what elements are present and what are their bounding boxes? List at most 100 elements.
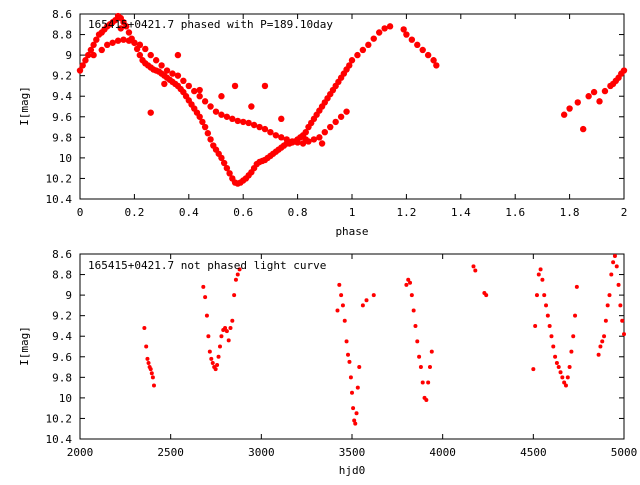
unphased-data-point: [473, 268, 478, 273]
unphased-data-point: [344, 339, 349, 344]
phased-data-point: [248, 103, 255, 110]
unphased-data-point: [360, 303, 365, 308]
phased-data-point: [256, 123, 263, 131]
unphased-data-point: [560, 375, 565, 380]
phased-data-point: [376, 29, 383, 36]
unphased-data-point: [545, 313, 550, 318]
phased-plot-frame: [79, 13, 625, 200]
phased-data-point: [596, 98, 603, 105]
unphased-data-point: [554, 360, 559, 365]
unphased-y-tick-label: 9.8: [52, 371, 72, 384]
phased-data-point: [348, 57, 356, 64]
unphased-data-point: [348, 375, 353, 380]
unphased-data-point: [364, 298, 369, 303]
phased-data-point: [354, 51, 361, 59]
unphased-data-point: [427, 365, 432, 370]
phased-data-point: [310, 136, 318, 143]
phased-data-point: [283, 136, 290, 143]
phased-data-point: [370, 35, 377, 42]
unphased-data-point: [542, 293, 547, 298]
unphased-y-tick-label: 10: [59, 392, 72, 405]
phased-x-tick-label: 0.8: [288, 206, 308, 219]
unphased-data-point: [149, 371, 154, 376]
unphased-y-tick-label: 8.8: [52, 269, 72, 282]
phased-y-axis: 8.6 8.8 9 9.2 9.4 9.6 9.8 10 10.2 10.4: [46, 8, 624, 206]
phased-data-point: [161, 80, 168, 88]
unphased-data-point: [607, 293, 612, 298]
phased-data-point: [199, 118, 206, 126]
phased-data-point: [332, 118, 339, 126]
unphased-data-point: [340, 303, 345, 308]
phased-data-point: [343, 108, 350, 115]
phased-y-tick-label: 9.6: [52, 111, 72, 124]
unphased-data-point: [151, 383, 156, 388]
unphased-x-axis-label: hjd0: [339, 464, 366, 477]
phased-y-tick-label: 8.8: [52, 29, 72, 42]
phased-data-point: [123, 23, 130, 30]
phased-data-point: [580, 125, 587, 133]
phased-data-point: [131, 39, 138, 46]
phased-data-point: [220, 159, 228, 167]
unphased-data-point: [207, 349, 212, 354]
phased-data-point: [261, 82, 269, 90]
phased-data-point: [136, 51, 144, 59]
phased-x-axis: 0 0.2 0.4 0.6 0.8 1 1.2 1.4 1.6 1.8 2: [77, 14, 628, 219]
unphased-data-point: [371, 293, 376, 298]
unphased-chart: 8.6 8.8 9 9.2 9.4 9.6 9.8 10 10.2 10.4 2000 2500 30…: [18, 248, 637, 477]
unphased-data-point: [404, 282, 409, 287]
phased-y-tick-label: 10.2: [46, 172, 73, 185]
phased-series: [76, 12, 628, 187]
unphased-x-tick-label: 2500: [157, 446, 184, 459]
unphased-data-point: [614, 264, 619, 269]
phased-data-point: [163, 67, 171, 74]
phased-data-point: [158, 62, 165, 69]
phased-data-point: [267, 128, 274, 136]
unphased-y-tick-label: 10.4: [46, 433, 73, 446]
phased-x-tick-label: 1.2: [396, 206, 416, 219]
unphased-data-point: [603, 318, 608, 323]
phased-data-point: [574, 99, 581, 106]
phased-data-point: [316, 134, 323, 141]
phased-x-tick-label: 2: [621, 206, 628, 219]
phased-data-point: [430, 57, 437, 64]
unphased-data-point: [605, 303, 610, 308]
phased-data-point: [120, 36, 127, 43]
unphased-data-point: [342, 318, 347, 323]
phased-data-point: [337, 113, 345, 120]
unphased-data-point: [145, 356, 150, 361]
unphased-data-point: [573, 313, 578, 318]
phased-data-point: [590, 88, 598, 96]
unphased-x-axis: 2000 2500 3000 3500 4000 4500 5000: [67, 254, 637, 459]
unphased-data-point: [540, 277, 545, 282]
phased-data-point: [234, 117, 241, 125]
phased-data-point: [419, 46, 426, 54]
phased-y-tick-label: 10: [59, 152, 72, 165]
unphased-data-point: [215, 363, 220, 367]
phased-data-point: [424, 51, 432, 59]
phased-data-point: [125, 29, 133, 36]
unphased-data-point: [350, 390, 354, 395]
phased-y-tick-label: 10.4: [46, 193, 73, 206]
phased-data-point: [207, 136, 214, 143]
phased-x-tick-label: 0.6: [233, 206, 253, 219]
phased-x-tick-label: 1: [349, 206, 356, 219]
unphased-data-point: [411, 308, 416, 313]
phased-data-point: [278, 115, 285, 123]
phased-data-point: [104, 41, 111, 49]
phased-y-tick-label: 9: [65, 49, 72, 62]
unphased-data-point: [612, 254, 617, 259]
unphased-data-point: [471, 264, 476, 269]
unphased-x-tick-label: 3000: [248, 446, 275, 459]
phased-data-point: [79, 62, 86, 69]
phased-data-point: [226, 170, 233, 177]
phased-data-point: [245, 119, 252, 127]
unphased-y-tick-label: 10.2: [46, 412, 73, 425]
unphased-data-point: [146, 360, 151, 365]
phased-data-point: [240, 118, 247, 126]
unphased-x-tick-label: 4500: [520, 446, 547, 459]
phased-data-point: [185, 82, 192, 90]
phased-chart: 8.6 8.8 9 9.2 9.4 9.6 9.8 10 10.2 10.4 0 0.2 0.4 0.6…: [18, 8, 627, 238]
phased-data-point: [278, 134, 285, 141]
phased-data-point: [93, 36, 100, 43]
